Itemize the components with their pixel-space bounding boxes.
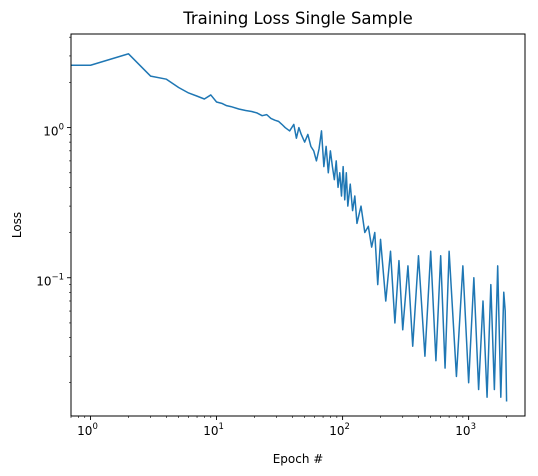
data-layer bbox=[71, 53, 508, 402]
plot-area bbox=[71, 34, 525, 416]
loss-series-line bbox=[71, 53, 508, 402]
y-tick-label: 100 bbox=[43, 123, 64, 139]
x-axis-label: Epoch # bbox=[273, 452, 324, 466]
x-tick-label: 103 bbox=[455, 422, 476, 438]
y-axis-label: Loss bbox=[10, 212, 24, 238]
chart-title: Training Loss Single Sample bbox=[182, 9, 413, 28]
x-tick-label: 102 bbox=[329, 422, 350, 438]
x-tick-label: 100 bbox=[77, 422, 98, 438]
y-tick-label: 10−1 bbox=[36, 273, 64, 289]
axis-layer: 100 101 102 103 100 10−1 bbox=[36, 36, 507, 438]
plot-frame bbox=[70, 33, 526, 417]
x-tick-label: 101 bbox=[203, 422, 224, 438]
